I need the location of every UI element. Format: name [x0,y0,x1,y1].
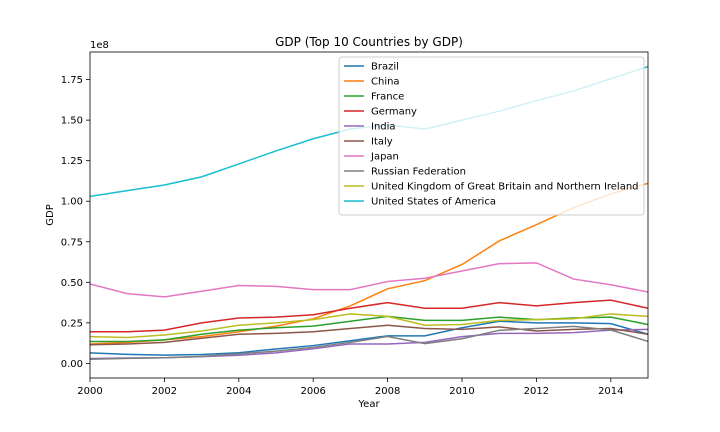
y-tick-label: 1.00 [61,197,83,208]
y-tick-label: 0.75 [61,237,83,248]
x-tick-label: 2010 [449,386,474,397]
legend-label: Japan [370,152,399,163]
series-line-1 [90,182,648,345]
x-tick-label: 2012 [524,386,549,397]
chart-title: GDP (Top 10 Countries by GDP) [275,35,463,49]
legend-label: India [371,122,396,133]
legend-label: Italy [371,137,393,148]
legend: Brazil China France Germany India Italy Japan R… [338,56,645,216]
series-line-7 [90,325,648,360]
legend-label: France [371,92,404,103]
series-line-0 [90,320,648,356]
x-axis-label: Year [357,399,380,410]
x-axis: 2000 2002 2004 2006 2008 2010 2012 2014 [77,378,624,397]
x-tick-label: 2002 [152,386,177,397]
x-tick-label: 2000 [77,386,102,397]
y-tick-label: 0.50 [61,278,83,289]
plot-frame [89,51,649,379]
y-axis-label: GDP [45,204,56,225]
legend-label: United Kingdom of Great Britain and Nort… [371,182,639,193]
series-line-5 [90,324,648,346]
legend-box [338,56,645,216]
x-tick-label: 2008 [375,386,400,397]
legend-label: Germany [371,107,417,118]
x-tick-label: 2006 [300,386,325,397]
series-line-8 [90,313,648,339]
y-axis: 0.00 0.25 0.50 0.75 1.00 1.25 1.50 1.75 [61,75,90,370]
series-line-3 [90,299,648,333]
y-tick-label: 0.25 [61,318,83,329]
x-tick-label: 2014 [598,386,623,397]
legend-label: Russian Federation [371,167,466,178]
series-line-6 [90,262,648,298]
y-tick-label: 0.00 [61,359,83,370]
y-tick-label: 1.25 [61,156,83,167]
x-tick-label: 2004 [226,386,251,397]
legend-label: Brazil [371,62,399,73]
y-tick-label: 1.50 [61,116,83,127]
y-tick-label: 1.75 [61,75,83,86]
legend-label: China [371,77,400,88]
y-offset-text: 1e8 [90,40,109,51]
legend-label: United States of America [371,197,496,208]
